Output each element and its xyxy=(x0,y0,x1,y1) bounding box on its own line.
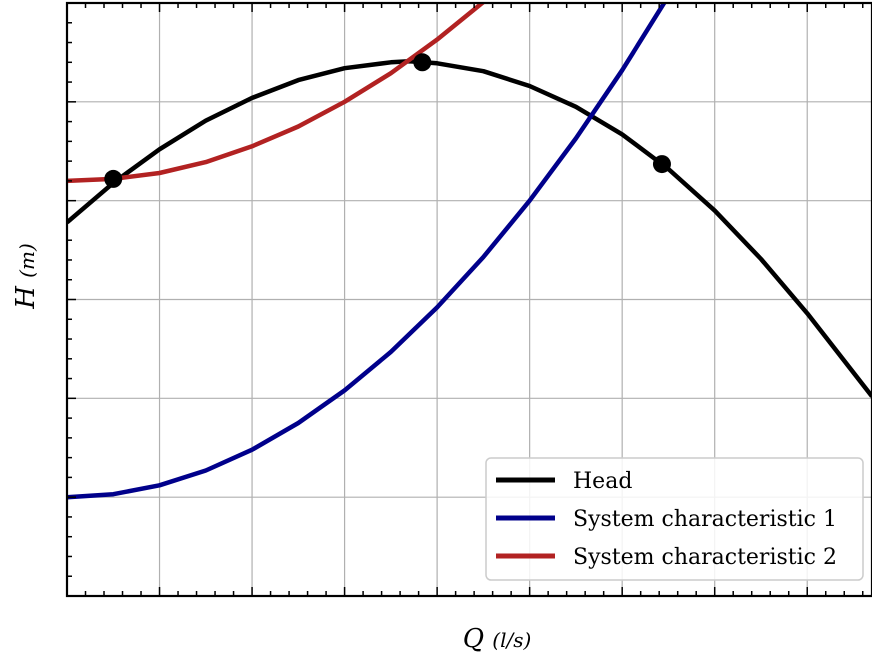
grid xyxy=(66,2,872,597)
operating-point xyxy=(652,155,671,174)
axes-frame xyxy=(65,1,872,598)
series-line-1 xyxy=(67,3,667,500)
legend-label-system-1: System characteristic 1 xyxy=(573,507,837,532)
legend: Head System characteristic 1 System char… xyxy=(485,457,864,581)
legend-label-system-2: System characteristic 2 xyxy=(573,545,837,570)
legend-box xyxy=(485,457,864,581)
operating-point xyxy=(413,53,432,72)
x-axis-title: Q (l/s) xyxy=(463,624,532,654)
series-line-0 xyxy=(67,59,872,398)
legend-label-head: Head xyxy=(573,469,632,494)
series-line-2 xyxy=(67,3,486,184)
operating-point xyxy=(104,169,123,188)
y-axis-title: H (m) xyxy=(11,243,41,310)
operating-points xyxy=(104,53,671,188)
series-group xyxy=(67,3,872,500)
